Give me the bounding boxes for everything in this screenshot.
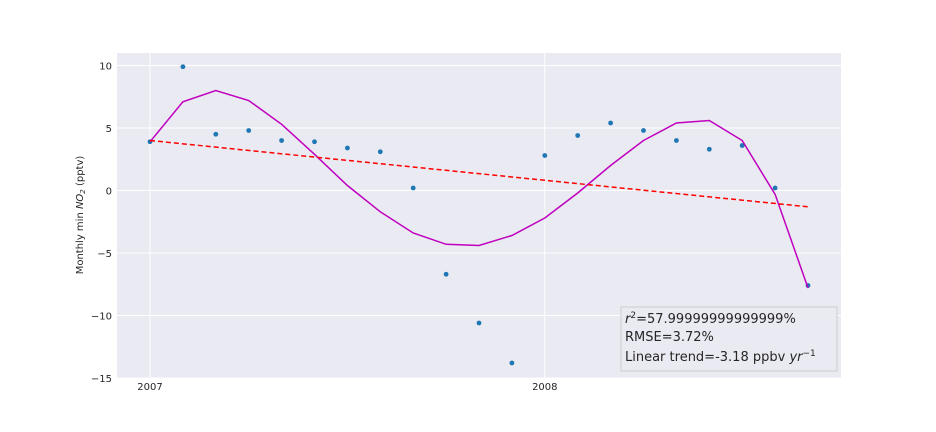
data-point: [575, 133, 581, 138]
trend-text: Linear trend=-3.18 ppbv yr−1: [625, 349, 816, 365]
data-point: [476, 320, 482, 326]
data-point: [312, 139, 317, 145]
data-point: [542, 153, 548, 158]
data-point: [706, 146, 712, 152]
r2-text: r2=57.99999999999999%: [625, 311, 796, 327]
data-point: [345, 145, 350, 151]
data-point: [213, 131, 219, 137]
stats-box: r2=57.99999999999999% RMSE=3.72% Linear …: [620, 306, 838, 372]
data-point: [674, 138, 679, 143]
y-axis-label: Monthly min NO2 (pptv): [75, 156, 87, 275]
data-point: [279, 138, 284, 143]
x-tick-label: 2008: [532, 382, 557, 393]
data-point: [739, 143, 745, 148]
y-tick-label: 10: [99, 62, 112, 73]
rmse-text: RMSE=3.72%: [625, 330, 714, 345]
data-point: [443, 271, 449, 277]
trend-line: [149, 139, 809, 208]
data-point: [608, 120, 613, 126]
y-tick-label: −10: [91, 312, 112, 323]
y-tick-label: 0: [106, 187, 112, 198]
grid: [117, 53, 841, 379]
x-tick-label: 2007: [137, 382, 162, 393]
stats-box-frame: [620, 306, 838, 372]
fit-line: [149, 89, 809, 289]
data-point: [246, 128, 252, 133]
data-point: [180, 64, 186, 70]
y-tick-label: 5: [106, 124, 112, 135]
y-tick-label: −5: [97, 249, 112, 260]
data-point: [772, 185, 778, 191]
series-layer: [147, 64, 811, 366]
data-point: [641, 128, 646, 133]
data-point: [377, 149, 383, 155]
tick-labels: 10 5 0 −5 −10 −15 2007 2008: [91, 62, 558, 394]
data-point: [410, 185, 416, 191]
y-tick-label: −15: [91, 374, 112, 385]
data-point: [509, 360, 515, 366]
